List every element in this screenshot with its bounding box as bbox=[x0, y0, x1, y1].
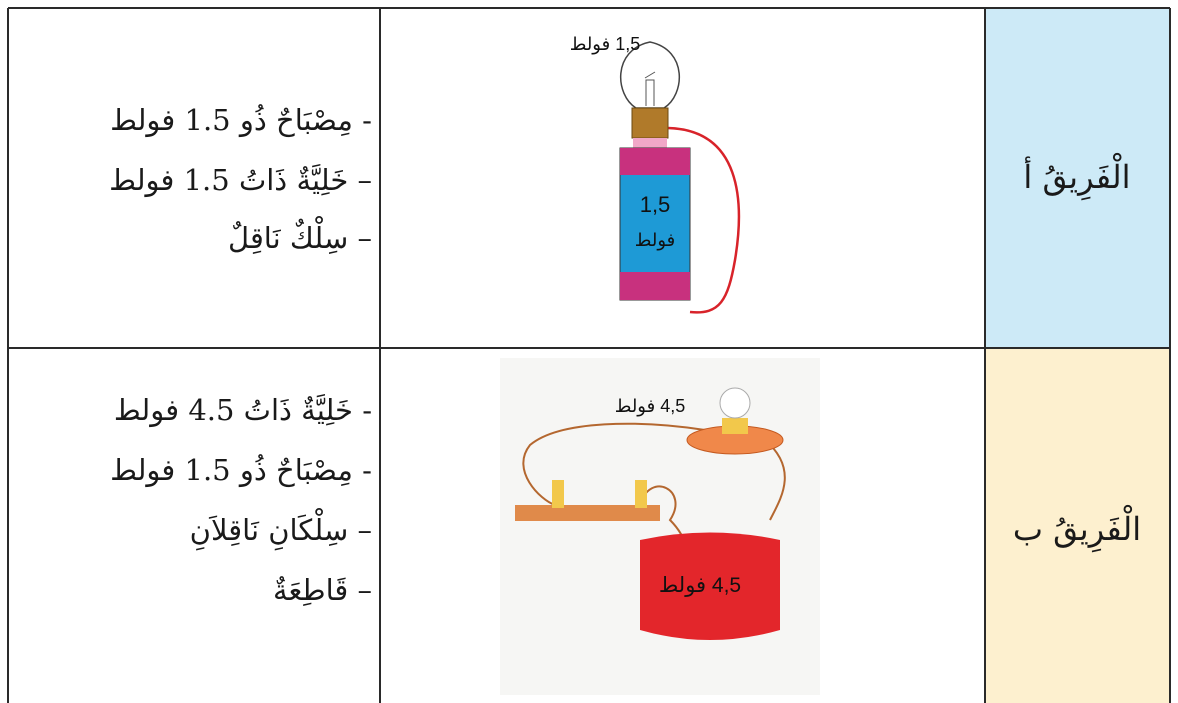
material: – سِلْكَانِ نَاقِلاَنِ bbox=[190, 508, 372, 551]
bulb-label: 1,5 فولط bbox=[570, 34, 641, 55]
material: - مِصْبَاحٌ ذُو 1.5 فولط bbox=[110, 103, 372, 138]
image-bg bbox=[500, 358, 820, 695]
wire bbox=[764, 439, 786, 521]
switch-post bbox=[552, 480, 564, 508]
circuit-b: 4,5 فولط 4,5 فولط bbox=[500, 358, 820, 695]
wire bbox=[522, 422, 706, 506]
material: - خَلِيَّةٌ ذَاتُ 4.5 فولط bbox=[114, 393, 372, 428]
switch-board bbox=[515, 505, 660, 521]
material: – خَلِيَّةٌ ذَاتُ 1.5 فولط bbox=[109, 163, 372, 198]
battery-label: 4,5 فولط bbox=[659, 574, 741, 597]
team-label: الْفَرِيقُ أ bbox=[1023, 152, 1130, 201]
filament bbox=[644, 71, 656, 106]
battery-cap bbox=[633, 138, 667, 150]
cell-bg bbox=[985, 348, 1170, 703]
circuit-a: 1,5 فولط 1,5 فولط bbox=[570, 34, 741, 314]
battery bbox=[640, 532, 780, 640]
team-label: الْفَرِيقُ ب bbox=[1013, 504, 1141, 553]
battery-band bbox=[620, 272, 690, 300]
switch-post bbox=[635, 480, 647, 508]
battery-label: فولط bbox=[635, 230, 675, 251]
battery-label: 1,5 bbox=[640, 192, 671, 217]
wire bbox=[667, 126, 741, 314]
material: – سِلْكٌ نَاقِلٌ bbox=[228, 216, 372, 255]
material: - مِصْبَاحٌ ذُو 1.5 فولط bbox=[110, 453, 372, 488]
bulb-glass bbox=[719, 387, 751, 419]
bulb-label: 4,5 فولط bbox=[615, 396, 686, 417]
cell-bg bbox=[985, 8, 1170, 348]
bulb-socket bbox=[722, 418, 748, 434]
bulb-base bbox=[631, 107, 669, 139]
grid bbox=[7, 7, 1171, 703]
material: – قَاطِعَةٌ bbox=[273, 573, 372, 607]
battery-band bbox=[620, 148, 690, 175]
